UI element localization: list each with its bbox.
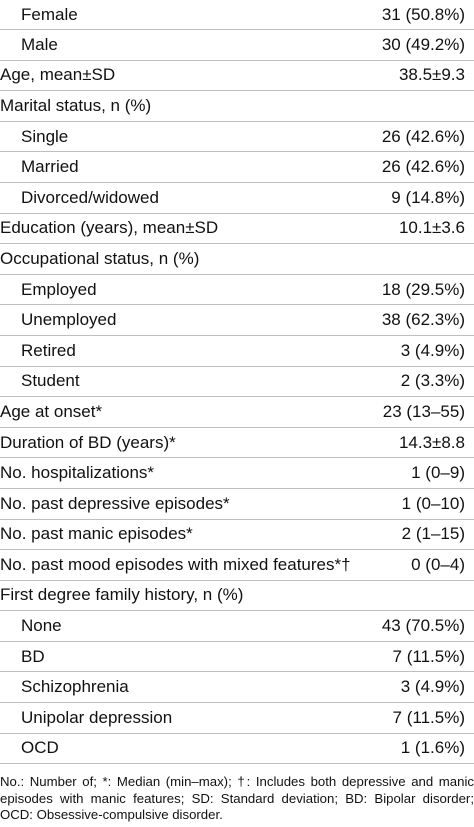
row-value: 0 (0–4) <box>411 554 465 574</box>
row-label: Student <box>21 371 80 391</box>
table-row: Single 26 (42.6%) <box>0 122 474 153</box>
row-label: BD <box>21 646 45 666</box>
row-label: Retired <box>21 340 76 360</box>
row-label: No. past depressive episodes* <box>0 493 230 513</box>
footnote-line-3: OCD: Obsessive-compulsive disorder. <box>0 807 223 822</box>
row-label: No. past mood episodes with mixed featur… <box>0 554 351 574</box>
row-label: Marital status, n (%) <box>0 95 152 115</box>
row-value: 26 (42.6%) <box>381 126 465 146</box>
row-label: None <box>21 616 62 636</box>
footnote-line-2: episodes with manic features; SD: Standa… <box>0 790 474 806</box>
row-value: 30 (49.2%) <box>381 34 465 54</box>
table-row: Education (years), mean±SD 10.1±3.6 <box>0 214 474 245</box>
table-row: Female 31 (50.8%) <box>0 0 474 30</box>
table-row: Duration of BD (years)* 14.3±8.8 <box>0 428 474 459</box>
table-row: No. past manic episodes* 2 (1–15) <box>0 520 474 551</box>
table-row: None 43 (70.5%) <box>0 611 474 642</box>
row-value: 43 (70.5%) <box>381 616 465 636</box>
table-row: Schizophrenia 3 (4.9%) <box>0 672 474 704</box>
row-label: Schizophrenia <box>21 677 129 697</box>
row-value: 10.1±3.6 <box>398 218 465 238</box>
row-label: Female <box>21 4 78 24</box>
table-row: First degree family history, n (%) <box>0 581 474 612</box>
table-row: Male 30 (49.2%) <box>0 30 474 61</box>
table-row: Student 2 (3.3%) <box>0 367 474 398</box>
row-value: 18 (29.5%) <box>381 279 465 299</box>
row-label: Duration of BD (years)* <box>0 432 176 452</box>
row-label: Single <box>21 126 69 146</box>
row-value: 9 (14.8%) <box>391 187 465 207</box>
table-row: Occupational status, n (%) <box>0 244 474 275</box>
table-row: Retired 3 (4.9%) <box>0 336 474 367</box>
row-label: Unemployed <box>21 310 117 330</box>
table-row: Age, mean±SD 38.5±9.3 <box>0 61 474 92</box>
row-label: Male <box>21 34 58 54</box>
table-row: No. hospitalizations* 1 (0–9) <box>0 458 474 489</box>
row-label: Occupational status, n (%) <box>0 248 200 268</box>
table-row: Married 26 (42.6%) <box>0 152 474 183</box>
row-value: 2 (3.3%) <box>400 371 465 391</box>
characteristics-table: Female 31 (50.8%) Male 30 (49.2%) Age, mean±… <box>0 0 474 765</box>
table-row: OCD 1 (1.6%) <box>0 734 474 765</box>
row-label: No. past manic episodes* <box>0 524 193 544</box>
table-row: No. past mood episodes with mixed featur… <box>0 550 474 581</box>
table-row: Marital status, n (%) <box>0 91 474 122</box>
row-value: 2 (1–15) <box>401 524 465 544</box>
row-value: 38.5±9.3 <box>398 65 465 85</box>
row-label: First degree family history, n (%) <box>0 585 244 605</box>
row-label: Divorced/widowed <box>21 187 159 207</box>
row-value: 1 (0–9) <box>411 463 465 483</box>
row-label: Age, mean±SD <box>0 65 116 85</box>
footnote-line-1: No.: Number of; *: Median (min–max); †: … <box>0 774 474 789</box>
row-label: Education (years), mean±SD <box>0 218 219 238</box>
row-label: Unipolar depression <box>21 707 173 727</box>
row-value: 3 (4.9%) <box>400 677 465 697</box>
row-label: Employed <box>21 279 97 299</box>
table-row: Age at onset* 23 (13–55) <box>0 397 474 428</box>
table-row: Unemployed 38 (62.3%) <box>0 305 474 336</box>
row-value: 7 (11.5%) <box>392 707 465 727</box>
table-row: Divorced/widowed 9 (14.8%) <box>0 183 474 214</box>
table-row: Employed 18 (29.5%) <box>0 275 474 306</box>
row-label: No. hospitalizations* <box>0 463 155 483</box>
row-label: OCD <box>21 738 59 758</box>
row-value: 1 (1.6%) <box>400 738 465 758</box>
row-value: 1 (0–10) <box>401 493 465 513</box>
row-value: 3 (4.9%) <box>400 340 465 360</box>
row-value: 23 (13–55) <box>382 401 465 421</box>
row-label: Married <box>21 157 79 177</box>
row-label: Age at onset* <box>0 401 103 421</box>
row-value: 7 (11.5%) <box>392 646 465 666</box>
table-footnote: No.: Number of; *: Median (min–max); †: … <box>0 774 474 824</box>
row-value: 31 (50.8%) <box>381 4 465 24</box>
row-value: 14.3±8.8 <box>398 432 465 452</box>
table-row: BD 7 (11.5%) <box>0 642 474 673</box>
table-row: No. past depressive episodes* 1 (0–10) <box>0 489 474 520</box>
row-value: 26 (42.6%) <box>381 157 465 177</box>
row-value: 38 (62.3%) <box>381 310 465 330</box>
table-row: Unipolar depression 7 (11.5%) <box>0 703 474 734</box>
